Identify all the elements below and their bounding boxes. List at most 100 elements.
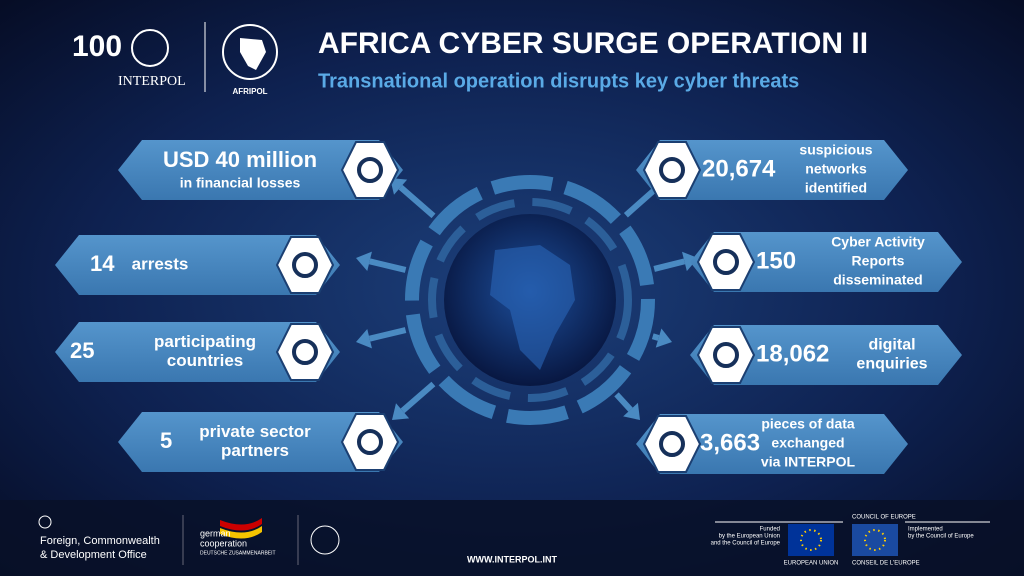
arrow-shaft	[651, 333, 660, 341]
arrow-head	[356, 328, 372, 349]
stat-value: 18,062	[756, 340, 829, 367]
stat-label: Cyber Activity	[831, 234, 925, 250]
funded-line: and the Council of Europe	[711, 541, 781, 547]
stat-value: 150	[756, 247, 796, 274]
stat-icon-badge	[340, 141, 400, 199]
stat-banner	[690, 325, 962, 385]
center-graphic	[405, 175, 655, 425]
stat-label: identified	[805, 180, 867, 196]
stat-label: suspicious	[799, 142, 872, 158]
arrow-shaft	[368, 327, 407, 342]
stat-icon	[713, 342, 739, 368]
stat-label: partners	[221, 441, 289, 460]
coe-flag	[852, 524, 898, 556]
arrow-shaft	[623, 185, 660, 218]
eu-stars	[800, 529, 822, 551]
emblem	[310, 525, 340, 555]
stat-icon-badge	[696, 326, 756, 384]
stat-icon	[357, 157, 383, 183]
stat-icon-badge	[642, 141, 702, 199]
arrow-head	[655, 328, 672, 348]
giz-line: german	[200, 528, 231, 538]
logo-100: 100	[72, 30, 122, 63]
stat-label: via INTERPOL	[761, 454, 856, 470]
stat-icon-badge	[696, 233, 756, 291]
stat-value: 5	[160, 428, 172, 453]
arrow-head	[681, 251, 698, 272]
coe-label: COUNCIL OF EUROPE	[852, 515, 916, 521]
website: WWW.INTERPOL.INT	[467, 554, 557, 564]
stat-icon-badge	[275, 236, 335, 294]
giz-line: cooperation	[200, 538, 247, 548]
stat-value: USD 40 million	[163, 147, 317, 172]
stat-icon	[357, 429, 383, 455]
stat-banner	[118, 140, 403, 200]
afripol-map	[240, 38, 266, 70]
subtitle: Transnational operation disrupts key cyb…	[318, 70, 799, 92]
arrow-shaft	[614, 392, 633, 412]
stat-icon	[659, 157, 685, 183]
fcdo-crest	[38, 515, 52, 529]
outer-ring	[405, 175, 655, 425]
stat-icon	[292, 339, 318, 365]
arrow-head	[392, 403, 410, 420]
stat-icon	[292, 252, 318, 278]
stat-banner	[636, 414, 908, 474]
stat-label: exchanged	[771, 435, 844, 451]
stat-banner	[636, 140, 908, 200]
stat-label: private sector	[199, 422, 311, 441]
afripol-label: AFRIPOL	[232, 87, 267, 96]
eu-flag	[788, 524, 834, 556]
funded-line: by the European Union	[719, 534, 780, 540]
arrow-head	[623, 402, 640, 420]
giz-line: DEUTSCHE ZUSAMMENARBEIT	[200, 550, 276, 556]
stat-banner	[55, 322, 340, 382]
fcdo-line: & Development Office	[40, 549, 147, 561]
implemented-line: Implemented	[908, 527, 943, 533]
stat-label: in financial losses	[180, 175, 301, 191]
stat-label: digital	[868, 337, 915, 354]
stat-value: 25	[70, 338, 94, 363]
footer: Foreign, Commonwealth & Development Offi…	[38, 515, 990, 567]
stat-card: USD 40 million in financial losses	[118, 140, 403, 200]
stat-card: 14 arrests	[55, 235, 340, 295]
stat-icon-badge	[642, 415, 702, 473]
stats: USD 40 million in financial losses 14 arres…	[55, 140, 962, 474]
arrow-head	[390, 178, 408, 195]
arrow-shaft	[368, 258, 407, 273]
stat-icon-badge	[275, 323, 335, 381]
title: AFRICA CYBER SURGE OPERATION II	[318, 27, 868, 60]
giz-flag	[220, 518, 262, 531]
arrow-shaft	[398, 184, 436, 219]
stat-label: participating	[154, 332, 256, 351]
stat-icon	[713, 249, 739, 275]
stat-label: disseminated	[833, 272, 922, 288]
interpol-emblem	[131, 29, 169, 67]
coe-label: CONSEIL DE L'EUROPE	[852, 561, 920, 567]
logos: 100 INTERPOL AFRIPOL	[72, 22, 278, 96]
stat-value: 20,674	[702, 155, 776, 182]
stat-card: 150 Cyber Activity Reports disseminated	[690, 232, 962, 292]
funded-line: Funded	[760, 527, 780, 533]
stat-label: pieces of data	[761, 416, 855, 432]
stat-value: 14	[90, 251, 115, 276]
eu-label: EUROPEAN UNION	[784, 561, 839, 567]
arrow-head	[356, 251, 372, 272]
stat-card: 20,674 suspicious networks identified	[636, 140, 908, 200]
inner-ring	[428, 198, 632, 402]
stat-icon-badge	[340, 413, 400, 471]
coe-stars	[864, 529, 886, 551]
stat-banner	[690, 232, 962, 292]
fcdo-line: Foreign, Commonwealth	[40, 535, 160, 547]
implemented-line: by the Council of Europe	[908, 534, 974, 540]
stat-label: networks	[805, 161, 867, 177]
stat-value: 3,663	[700, 429, 760, 456]
giz-flag	[220, 526, 262, 539]
stat-banner	[55, 235, 340, 295]
stat-label: Reports	[852, 253, 905, 269]
stat-label: arrests	[132, 254, 189, 273]
